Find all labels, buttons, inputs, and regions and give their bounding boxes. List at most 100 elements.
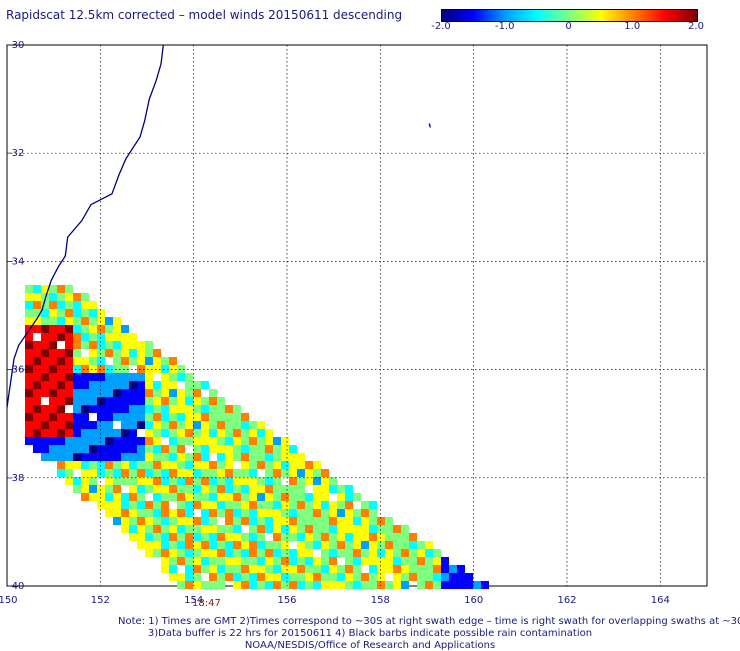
- swath-cell: [305, 581, 313, 589]
- swath-cell: [329, 477, 337, 485]
- swath-cell: [201, 461, 209, 469]
- swath-cell: [161, 461, 169, 469]
- swath-cell: [145, 429, 153, 437]
- swath-cell: [97, 381, 105, 389]
- swath-cell: [321, 581, 329, 589]
- swath-cell: [209, 413, 217, 421]
- swath-cell: [385, 549, 393, 557]
- swath-cell: [25, 317, 33, 325]
- swath-cell: [41, 421, 49, 429]
- swath-cell: [65, 413, 73, 421]
- swath-cell: [249, 573, 257, 581]
- swath-cell: [129, 397, 137, 405]
- swath-cell: [289, 469, 297, 477]
- swath-cell: [49, 437, 57, 445]
- swath-cell: [225, 565, 233, 573]
- swath-cell: [185, 557, 193, 565]
- swath-cell: [225, 453, 233, 461]
- swath-cell: [265, 493, 273, 501]
- swath-cell: [393, 533, 401, 541]
- swath-cell: [145, 389, 153, 397]
- swath-cell: [329, 533, 337, 541]
- swath-cell: [185, 485, 193, 493]
- swath-cell: [481, 581, 489, 589]
- swath-cell: [321, 565, 329, 573]
- swath-cell: [105, 341, 113, 349]
- lon-tick-label: 160: [464, 595, 483, 606]
- lon-tick-label: 162: [557, 595, 576, 606]
- swath-cell: [241, 461, 249, 469]
- swath-cell: [265, 509, 273, 517]
- swath-cell: [41, 285, 49, 293]
- swath-cell: [153, 357, 161, 365]
- swath-cell: [113, 509, 121, 517]
- swath-cell: [289, 573, 297, 581]
- swath-cell: [201, 501, 209, 509]
- swath-cell: [121, 421, 129, 429]
- swath-cell: [201, 437, 209, 445]
- swath-cell: [241, 541, 249, 549]
- swath-cell: [217, 493, 225, 501]
- swath-cell: [329, 549, 337, 557]
- swath-cell: [129, 485, 137, 493]
- swath-cell: [225, 421, 233, 429]
- swath-cell: [97, 469, 105, 477]
- swath-cell: [241, 565, 249, 573]
- swath-cell: [97, 485, 105, 493]
- swath-cell: [361, 557, 369, 565]
- swath-cell: [257, 445, 265, 453]
- swath-cell: [25, 285, 33, 293]
- swath-cell: [81, 429, 89, 437]
- swath-cell: [233, 549, 241, 557]
- swath-cell: [97, 389, 105, 397]
- swath-cell: [217, 509, 225, 517]
- swath-cell: [169, 453, 177, 461]
- swath-cell: [89, 317, 97, 325]
- swath-cell: [377, 573, 385, 581]
- swath-cell: [441, 573, 449, 581]
- swath-cell: [121, 397, 129, 405]
- swath-cell: [121, 445, 129, 453]
- swath-cell: [217, 533, 225, 541]
- swath-cell: [105, 437, 113, 445]
- swath-cell: [401, 557, 409, 565]
- swath-cell: [465, 581, 473, 589]
- swath-cell: [297, 493, 305, 501]
- swath-cell: [153, 397, 161, 405]
- swath-cell: [329, 557, 337, 565]
- swath-cell: [265, 469, 273, 477]
- swath-cell: [457, 581, 465, 589]
- swath-cell: [73, 461, 81, 469]
- swath-cell: [65, 453, 73, 461]
- swath-cell: [281, 533, 289, 541]
- swath-cell: [81, 397, 89, 405]
- swath-cell: [393, 573, 401, 581]
- swath-cell: [209, 397, 217, 405]
- swath-cell: [329, 525, 337, 533]
- swath-cell: [113, 445, 121, 453]
- swath-cell: [265, 501, 273, 509]
- swath-cell: [361, 501, 369, 509]
- swath-cell: [249, 477, 257, 485]
- swath-cell: [185, 469, 193, 477]
- swath-cell: [73, 365, 81, 373]
- swath-cell: [81, 469, 89, 477]
- swath-cell: [49, 333, 57, 341]
- swath-cell: [201, 533, 209, 541]
- swath-cell: [185, 373, 193, 381]
- swath-cell: [161, 549, 169, 557]
- swath-cell: [49, 365, 57, 373]
- swath-cell: [273, 445, 281, 453]
- swath-cell: [121, 493, 129, 501]
- swath-cell: [97, 493, 105, 501]
- swath-cell: [73, 421, 81, 429]
- swath-cell: [145, 525, 153, 533]
- swath-cell: [385, 541, 393, 549]
- swath-cell: [217, 445, 225, 453]
- swath-cell: [137, 397, 145, 405]
- swath-cell: [185, 477, 193, 485]
- swath-cell: [201, 485, 209, 493]
- swath-cell: [345, 533, 353, 541]
- swath-cell: [121, 365, 129, 373]
- swath-cell: [265, 581, 273, 589]
